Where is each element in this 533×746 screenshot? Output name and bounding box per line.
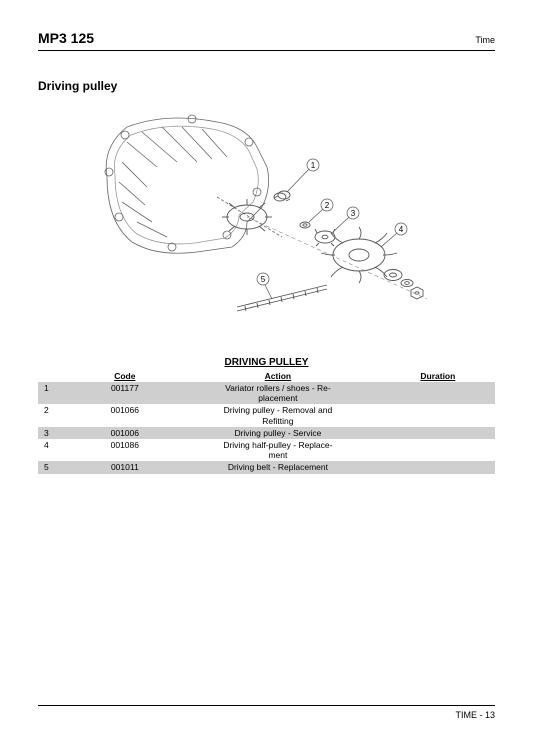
cell-duration xyxy=(381,382,495,404)
header-section: Time xyxy=(475,35,495,45)
table-header-row: Code Action Duration xyxy=(38,370,495,382)
table-row: 1001177Variator rollers / shoes - Re- pl… xyxy=(38,382,495,404)
cell-duration xyxy=(381,427,495,439)
table-title: DRIVING PULLEY xyxy=(38,357,495,368)
cell-code: 001086 xyxy=(75,439,176,461)
cell-idx: 1 xyxy=(38,382,75,404)
cell-idx: 2 xyxy=(38,404,75,426)
table-row: 2001066Driving pulley - Removal and Refi… xyxy=(38,404,495,426)
cell-duration xyxy=(381,439,495,461)
page: MP3 125 Time Driving pulley xyxy=(0,0,533,474)
callout-4: 4 xyxy=(398,225,403,234)
cell-duration xyxy=(381,404,495,426)
cell-code: 001011 xyxy=(75,461,176,473)
table-row: 3001006Driving pulley - Service xyxy=(38,427,495,439)
cell-duration xyxy=(381,461,495,473)
cell-code: 001006 xyxy=(75,427,176,439)
page-header: MP3 125 Time xyxy=(38,30,495,51)
table-row: 5001011Driving belt - Replacement xyxy=(38,461,495,473)
callout-3: 3 xyxy=(350,209,355,218)
cell-code: 001066 xyxy=(75,404,176,426)
cell-action: Driving pulley - Removal and Refitting xyxy=(175,404,381,426)
cell-idx: 3 xyxy=(38,427,75,439)
col-index xyxy=(38,370,75,382)
col-code: Code xyxy=(75,370,176,382)
callout-1: 1 xyxy=(310,161,315,170)
cell-idx: 5 xyxy=(38,461,75,473)
table-row: 4001086Driving half-pulley - Replace- me… xyxy=(38,439,495,461)
col-action: Action xyxy=(175,370,381,382)
parts-table: Code Action Duration 1001177Variator rol… xyxy=(38,370,495,474)
cell-action: Variator rollers / shoes - Re- placement xyxy=(175,382,381,404)
callout-5: 5 xyxy=(260,275,265,284)
exploded-diagram: 1 2 3 xyxy=(97,107,437,337)
cell-code: 001177 xyxy=(75,382,176,404)
callout-2: 2 xyxy=(324,201,329,210)
cell-action: Driving half-pulley - Replace- ment xyxy=(175,439,381,461)
header-model: MP3 125 xyxy=(38,30,94,46)
cell-action: Driving pulley - Service xyxy=(175,427,381,439)
cell-idx: 4 xyxy=(38,439,75,461)
cell-action: Driving belt - Replacement xyxy=(175,461,381,473)
col-duration: Duration xyxy=(381,370,495,382)
section-title: Driving pulley xyxy=(38,79,495,93)
page-footer: TIME - 13 xyxy=(38,705,495,720)
